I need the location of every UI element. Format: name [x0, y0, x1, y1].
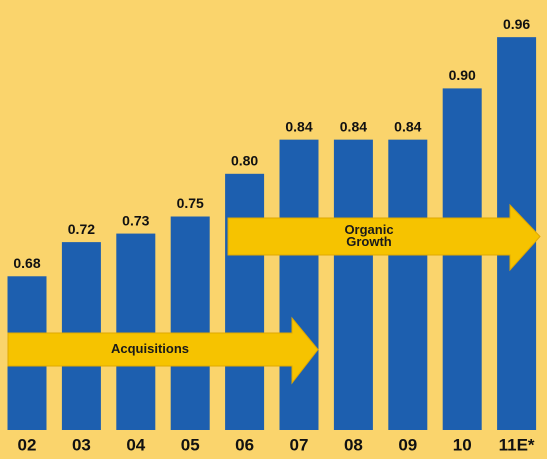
x-tick-label: 04 — [126, 435, 145, 454]
value-label: 0.72 — [68, 221, 95, 237]
bar — [388, 139, 428, 430]
x-tick-label: 06 — [235, 435, 254, 454]
value-label: 0.90 — [449, 67, 476, 83]
bar — [333, 139, 373, 430]
x-tick-label: 11E* — [499, 435, 535, 454]
value-label: 0.68 — [13, 255, 40, 271]
value-label: 0.84 — [340, 118, 367, 134]
arrow — [7, 316, 319, 385]
value-label: 0.84 — [285, 118, 312, 134]
value-label: 0.75 — [177, 195, 204, 211]
bar — [279, 139, 319, 430]
annotation: Acquisitions — [111, 341, 189, 356]
arrow — [227, 203, 541, 272]
x-tick-label: 07 — [290, 435, 309, 454]
bar — [225, 173, 265, 431]
value-label: 0.73 — [122, 212, 149, 228]
x-tick-label: 02 — [18, 435, 37, 454]
bar — [442, 88, 482, 431]
x-tick-label: 08 — [344, 435, 363, 454]
bar — [170, 216, 210, 430]
x-tick-label: 09 — [398, 435, 417, 454]
x-tick-label: 10 — [453, 435, 472, 454]
annotation: Organic — [344, 222, 393, 237]
value-label: 0.96 — [503, 16, 530, 32]
value-label: 0.84 — [394, 118, 421, 134]
x-tick-label: 05 — [181, 435, 200, 454]
value-label: 0.80 — [231, 153, 258, 169]
x-tick-label: 03 — [72, 435, 91, 454]
bar — [116, 233, 156, 430]
annotation: Growth — [346, 234, 392, 249]
